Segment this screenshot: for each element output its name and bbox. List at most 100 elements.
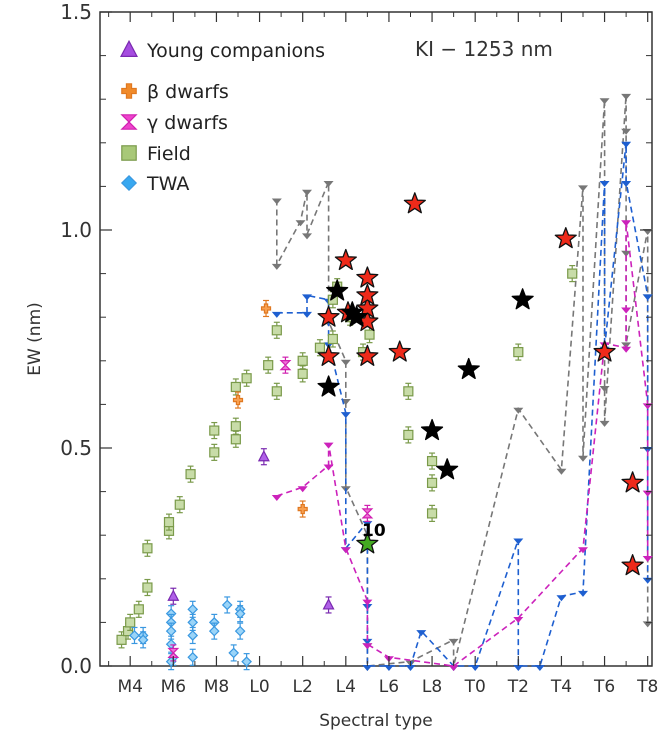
point-black-stars (420, 418, 444, 441)
legend-label-field: Field (147, 143, 191, 165)
point-dwarfs (167, 647, 180, 659)
upper-limit-marker (362, 638, 373, 645)
markers-layer (116, 192, 644, 671)
point-twa (137, 634, 149, 646)
x-tick-label: L8 (422, 677, 442, 697)
x-tick-label: L4 (336, 677, 356, 697)
upper-limit-marker (513, 617, 524, 624)
upper-limit-marker (621, 181, 632, 188)
upper-limit-marker (362, 643, 373, 650)
upper-limit-marker (302, 311, 312, 318)
legend-square-icon (121, 145, 137, 161)
point-field (263, 360, 274, 371)
x-tick-label: T2 (507, 677, 529, 697)
point-red-stars (403, 192, 426, 214)
upper-limit-marker (621, 250, 632, 257)
point-field (142, 582, 153, 593)
upper-limit-marker (556, 468, 567, 475)
upper-limit-marker (448, 638, 459, 645)
upper-limit-marker (621, 307, 632, 314)
upper-limit-marker (302, 189, 312, 196)
point-field (403, 386, 414, 397)
point-red-stars (334, 248, 357, 271)
legend-marker (121, 83, 137, 99)
upper-limit-marker (513, 407, 524, 414)
upper-limit-marker (621, 128, 632, 135)
legend-label-twa: TWA (146, 173, 189, 195)
upper-limit-marker (448, 665, 459, 671)
x-tick-label: M8 (204, 677, 229, 697)
legend-entry-twa: TWA (120, 173, 189, 195)
point-field (297, 368, 308, 379)
legend-marker (120, 114, 138, 130)
point-field (209, 425, 220, 436)
point-twa (187, 617, 199, 628)
x-tick-label: T8 (636, 677, 658, 697)
point-field (426, 455, 438, 467)
legend-entry-field: Field (121, 143, 191, 165)
point-red-stars (621, 554, 644, 576)
point-twa (165, 638, 177, 650)
legend-entry-gamma-dwarfs: γ dwarfs (120, 112, 228, 134)
upper-limit-marker (295, 220, 306, 227)
y-tick-label: 1.0 (60, 218, 92, 242)
upper-limit-marker (271, 494, 282, 501)
point-field (513, 346, 524, 358)
upper-limit-marker (621, 141, 632, 148)
point-dwarfs (297, 503, 308, 515)
upper-limit-marker (362, 521, 373, 528)
upper-limit-marker (578, 455, 588, 462)
point-dwarfs (260, 303, 272, 314)
y-tick-label: 0.5 (60, 436, 92, 460)
x-tick-label: L6 (379, 677, 399, 697)
point-black-stars (511, 288, 534, 310)
point-red-stars (554, 227, 577, 249)
point-black-stars (317, 375, 340, 397)
point-label-10: 10 (362, 521, 386, 541)
point-field (230, 381, 241, 393)
legend-hourglass-icon (120, 114, 138, 130)
point-red-stars (593, 340, 616, 362)
point-field (327, 333, 338, 345)
upper-limit-marker (340, 547, 351, 554)
point-twa (187, 603, 199, 615)
point-red-stars (356, 296, 379, 319)
point-field (241, 373, 252, 384)
upper-limit-marker (621, 93, 632, 100)
upper-limit-marker (470, 665, 481, 671)
legend-cross-icon (121, 83, 137, 99)
point-twa (187, 630, 199, 641)
limit-line-grey (275, 94, 649, 667)
point-field (163, 517, 175, 528)
point-twa (187, 651, 199, 663)
upper-limit-marker (578, 547, 588, 554)
point-dwarfs (279, 360, 292, 371)
legend: Young companions β dwarfs γ dwarfs Field… (120, 39, 325, 195)
x-tick-label: L2 (293, 677, 313, 697)
upper-limit-marker (362, 599, 373, 606)
point-red-stars (356, 344, 379, 366)
upper-limit-marker (323, 442, 334, 449)
upper-limit-marker (302, 233, 312, 240)
upper-limit-marker (302, 294, 312, 301)
point-young-companions (167, 589, 180, 601)
upper-limit-marker (599, 98, 610, 105)
legend-marker (121, 145, 137, 161)
limit-line-magenta (276, 221, 649, 667)
x-tick-label: T0 (464, 677, 486, 697)
upper-limit-marker (323, 464, 334, 471)
point-twa (234, 608, 246, 620)
point-twa (234, 625, 246, 637)
point-field (133, 604, 144, 615)
upper-limit-marker (362, 665, 373, 671)
y-tick-label: 1.5 (60, 0, 92, 24)
upper-limit-marker (271, 263, 282, 270)
point-young-companions (257, 449, 270, 462)
point-red-stars (317, 305, 340, 327)
point-field (125, 617, 136, 628)
legend-marker (120, 39, 138, 57)
point-twa (165, 625, 177, 637)
upper-limit-marker (599, 385, 610, 392)
limit-line-blue (276, 142, 649, 667)
